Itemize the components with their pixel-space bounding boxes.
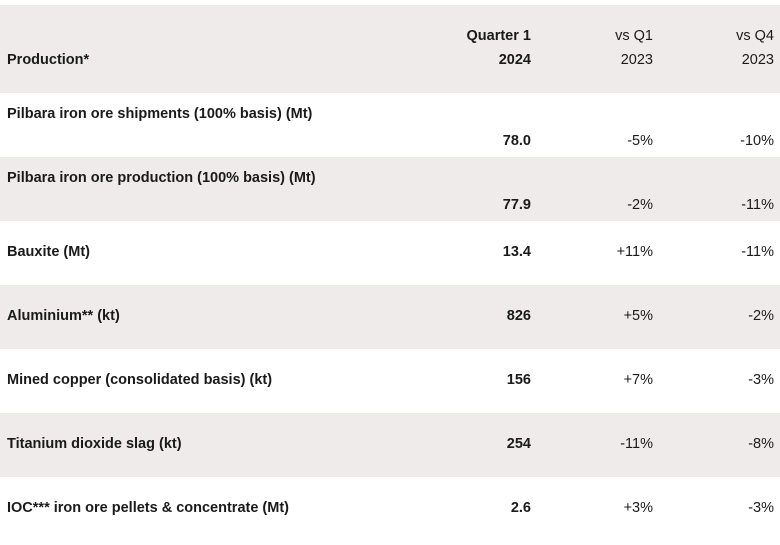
table-row: IOC*** iron ore pellets & concentrate (M… [0, 477, 780, 541]
row-quarter-value: 2.6 [510, 500, 531, 516]
row-vs-q4-value: -11% [741, 244, 774, 260]
header-vs-q4-year: 2023 [741, 52, 774, 68]
row-label: Pilbara iron ore production (100% basis)… [7, 170, 316, 186]
table-row: Mined copper (consolidated basis) (kt) 1… [0, 349, 780, 413]
row-label: Aluminium** (kt) [7, 308, 120, 324]
row-vs-q4-value: -2% [748, 308, 774, 324]
table-row: Aluminium** (kt) 826 +5% -2% [0, 285, 780, 349]
row-vs-q4-value: -3% [748, 500, 774, 516]
header-quarter-label: Quarter 1 [466, 28, 531, 44]
row-label: Titanium dioxide slag (kt) [7, 436, 182, 452]
row-vs-q4-value: -11% [741, 197, 774, 213]
header-vs-q1-label: vs Q1 [615, 28, 653, 44]
row-vs-q1-value: +3% [623, 500, 653, 516]
table-row: Pilbara iron ore production (100% basis)… [0, 157, 780, 221]
row-label: Mined copper (consolidated basis) (kt) [7, 372, 273, 388]
header-production-label: Production* [7, 52, 90, 68]
production-table: Production* Quarter 1 2024 vs Q1 2023 vs… [0, 5, 780, 541]
table-row: Bauxite (Mt) 13.4 +11% -11% [0, 221, 780, 285]
table-header: Production* Quarter 1 2024 vs Q1 2023 vs… [0, 5, 780, 93]
row-quarter-value: 826 [506, 308, 531, 324]
row-vs-q1-value: -5% [627, 133, 653, 149]
header-vs-q1-year: 2023 [620, 52, 653, 68]
row-vs-q4-value: -10% [740, 133, 774, 149]
header-quarter-year: 2024 [498, 52, 531, 68]
row-quarter-value: 254 [506, 436, 531, 452]
row-quarter-value: 156 [506, 372, 531, 388]
header-vs-q4-label: vs Q4 [736, 28, 774, 44]
row-label: Bauxite (Mt) [7, 244, 90, 260]
row-vs-q1-value: +11% [616, 244, 653, 260]
table-row: Titanium dioxide slag (kt) 254 -11% -8% [0, 413, 780, 477]
row-vs-q1-value: -2% [627, 197, 653, 213]
row-label: IOC*** iron ore pellets & concentrate (M… [7, 500, 289, 516]
row-vs-q1-value: +5% [623, 308, 653, 324]
row-vs-q4-value: -3% [748, 372, 774, 388]
row-vs-q1-value: +7% [623, 372, 653, 388]
row-quarter-value: 77.9 [502, 197, 531, 213]
row-vs-q4-value: -8% [748, 436, 774, 452]
row-vs-q1-value: -11% [620, 436, 653, 452]
row-label: Pilbara iron ore shipments (100% basis) … [7, 106, 313, 122]
table-row: Pilbara iron ore shipments (100% basis) … [0, 93, 780, 157]
row-quarter-value: 13.4 [502, 244, 531, 260]
row-quarter-value: 78.0 [502, 133, 531, 149]
